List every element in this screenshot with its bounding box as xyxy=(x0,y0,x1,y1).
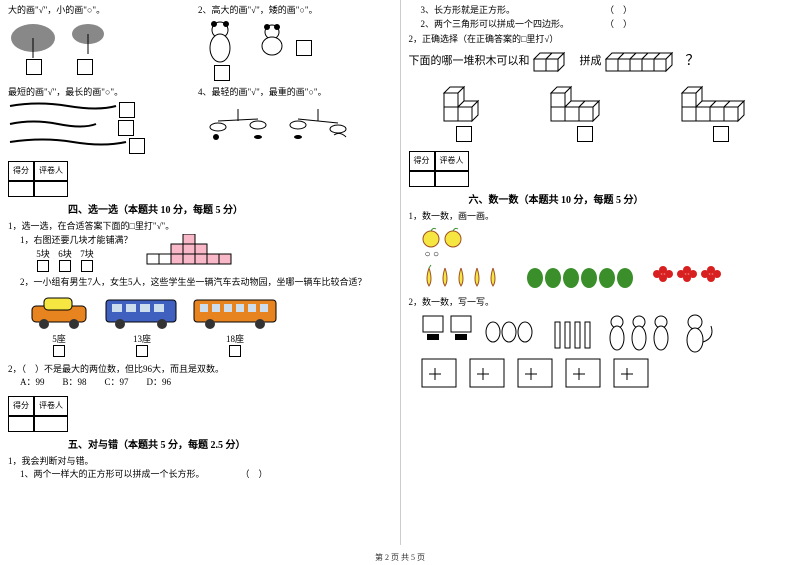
car-label: 13座 xyxy=(133,334,151,344)
checkbox[interactable] xyxy=(456,126,472,142)
checkbox[interactable] xyxy=(129,138,145,154)
circles-drawn: ○ ○ xyxy=(425,249,793,260)
checkbox[interactable] xyxy=(53,345,65,357)
grader-label: 评卷人 xyxy=(435,151,469,171)
checkbox[interactable] xyxy=(26,59,42,75)
sec6-title: 六、数一数（本题共 10 分，每题 5 分） xyxy=(469,191,793,206)
checkbox[interactable] xyxy=(296,40,312,56)
r-sel-q: 下面的哪一堆积木可以和 xyxy=(409,53,530,70)
car-label: 18座 xyxy=(226,334,244,344)
cube-opt-c xyxy=(676,81,766,125)
qmark: ？ xyxy=(686,51,700,72)
sec5-q1-1: 1、两个一样大的正方形可以拼成一个长方形。 （ ） xyxy=(20,468,392,482)
q-tall-short: 2、高大的画"√"，矮的画"○"。 xyxy=(198,4,388,18)
score-input[interactable] xyxy=(409,171,435,187)
grader-label: 评卷人 xyxy=(34,161,68,181)
sec4-q1-2: 2，一小组有男生7人，女生5人，这些学生坐一辆汽车去动物园，坐哪一辆车比较合适？ xyxy=(20,276,392,290)
checkbox[interactable] xyxy=(77,59,93,75)
score-label: 得分 xyxy=(8,396,34,416)
answer-box[interactable] xyxy=(613,358,649,388)
checkbox[interactable] xyxy=(37,260,49,272)
sec5-title: 五、对与错（本题共 5 分，每题 2.5 分） xyxy=(68,436,392,451)
sec4-q2-opts: A：99 B：98 C：97 D：96 xyxy=(20,376,392,390)
checkbox[interactable] xyxy=(59,260,71,272)
r-q2: 2、两个三角形可以拼成一个四边形。 （ ） xyxy=(421,18,793,32)
checkbox[interactable] xyxy=(118,120,134,136)
grader-input[interactable] xyxy=(34,416,68,432)
flower-row xyxy=(649,264,729,290)
opt-label: 6块 xyxy=(58,249,72,259)
r-sel-end: 拼成 xyxy=(580,53,602,70)
checkbox[interactable] xyxy=(713,126,729,142)
checkbox[interactable] xyxy=(119,102,135,118)
r-q3: 3、长方形就是正方形。 （ ） xyxy=(421,4,793,18)
car-label: 5座 xyxy=(52,334,66,344)
car-13: 13座 xyxy=(102,292,182,359)
cube-result xyxy=(602,49,682,75)
score-input[interactable] xyxy=(8,181,34,197)
sec4-q1: 1，选一选，在合适答案下面的□里打"√"。 xyxy=(8,220,392,234)
score-box: 得分 评卷人 xyxy=(8,161,392,181)
grid-puzzle-icon xyxy=(143,234,243,274)
score-box: 得分 评卷人 xyxy=(409,151,793,171)
rope-icon xyxy=(8,101,118,111)
checkbox[interactable] xyxy=(577,126,593,142)
cube-target xyxy=(530,49,580,75)
r-sel: 2，正确选择（在正确答案的□里打√） xyxy=(409,33,793,47)
candle-group xyxy=(549,312,599,356)
checkbox[interactable] xyxy=(81,260,93,272)
fan-large xyxy=(8,20,58,58)
grader-input[interactable] xyxy=(34,181,68,197)
pear-row xyxy=(421,264,511,290)
opt-label: 5块 xyxy=(36,249,50,259)
balance-icon xyxy=(198,101,368,141)
checkbox[interactable] xyxy=(229,345,241,357)
rope-icon xyxy=(8,119,98,129)
rope-icon xyxy=(8,137,128,147)
peach-row xyxy=(421,225,471,249)
cube-opt-a xyxy=(434,81,494,125)
panda-short xyxy=(254,20,290,56)
sec5-q1: 1，我会判断对与错。 xyxy=(8,455,392,469)
grader-label: 评卷人 xyxy=(34,396,68,416)
sec4-title: 四、选一选（本题共 10 分，每题 5 分） xyxy=(68,201,392,216)
sec4-q2: 2，（ ）不是最大的两位数，但比96大，而且是双数。 xyxy=(8,363,392,377)
score-label: 得分 xyxy=(409,151,435,171)
sec6-q2: 2，数一数，写一写。 xyxy=(409,296,793,310)
score-label: 得分 xyxy=(8,161,34,181)
score-input[interactable] xyxy=(8,416,34,432)
answer-box[interactable] xyxy=(517,358,553,388)
opt-label: 7块 xyxy=(80,249,94,259)
computer-group xyxy=(421,312,477,356)
page-footer: 第 2 页 共 5 页 xyxy=(0,552,800,563)
fan-small xyxy=(68,20,108,54)
bear-group xyxy=(605,312,675,356)
sec4-q1-sub: 1，右图还要几块才能铺满？ xyxy=(20,234,133,248)
sec6-q1: 1，数一数，画一画。 xyxy=(409,210,793,224)
score-box: 得分 评卷人 xyxy=(8,396,392,416)
lantern-group xyxy=(483,312,543,356)
checkbox[interactable] xyxy=(136,345,148,357)
q-light-heavy: 4、最轻的画"√"，最重的画"○"。 xyxy=(198,86,388,100)
grader-input[interactable] xyxy=(435,171,469,187)
q-short-long: 最短的画"√"，最长的画"○"。 xyxy=(8,86,198,100)
car-18: 18座 xyxy=(190,292,280,359)
monkey-group xyxy=(681,312,731,356)
checkbox[interactable] xyxy=(214,65,230,81)
answer-box[interactable] xyxy=(469,358,505,388)
cube-opt-b xyxy=(545,81,625,125)
watermelon-row xyxy=(525,264,635,290)
answer-box[interactable] xyxy=(421,358,457,388)
panda-tall xyxy=(198,20,242,64)
answer-box[interactable] xyxy=(565,358,601,388)
q-big-small: 大的画"√"，小的画"○"。 xyxy=(8,4,198,18)
car-5: 5座 xyxy=(24,292,94,359)
